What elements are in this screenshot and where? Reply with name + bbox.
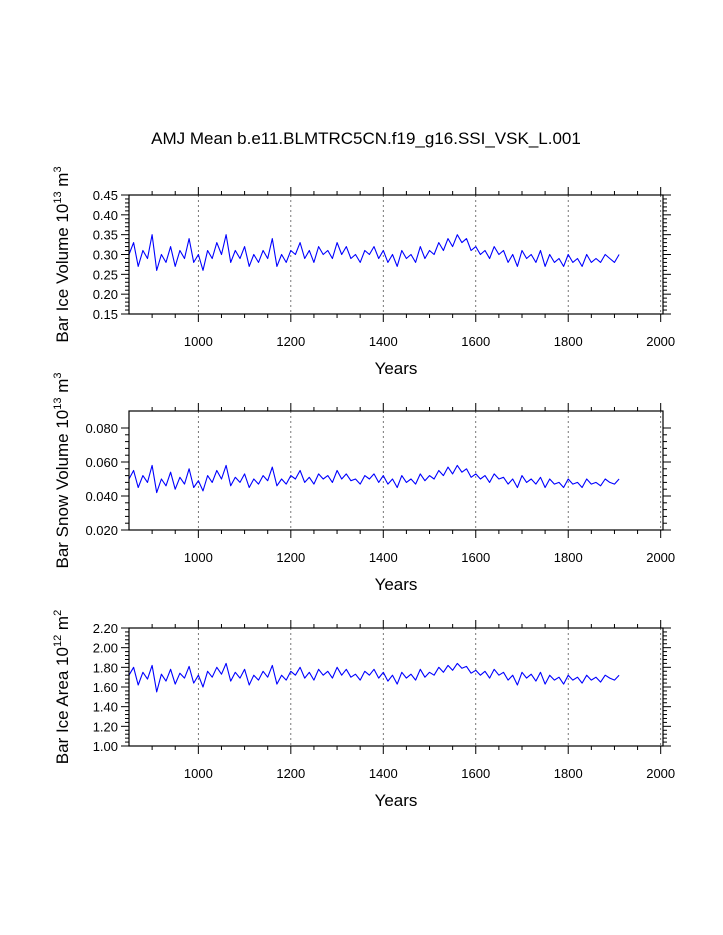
series-line [128,464,620,494]
y-axis-title: Bar Ice Area 1012 m2 [52,610,72,764]
x-axis-title: Years [375,359,418,378]
x-tick-label: 1800 [554,550,583,565]
x-tick-label: 2000 [646,334,675,349]
y-tick-label: 0.35 [93,228,118,243]
y-tick-label: 0.20 [93,287,118,302]
plot-frame [128,194,664,315]
x-tick-label: 2000 [646,766,675,781]
x-axis-title: Years [375,575,418,594]
x-tick-label: 1000 [184,550,213,565]
x-tick-label: 1600 [461,550,490,565]
y-tick-label: 0.45 [93,188,118,203]
y-tick-label: 0.15 [93,307,118,322]
x-tick-label: 1000 [184,766,213,781]
series-line [128,234,620,271]
y-tick-label: 1.80 [93,660,118,675]
x-axis-title: Years [375,791,418,810]
x-tick-label: 2000 [646,550,675,565]
chart-panels: 1000 1200 1400 1600 1800 2000 0.15 0.20 0.25 0.30… [52,166,675,810]
panel-snow-volume: 1000 1200 1400 1600 1800 2000 0.020 0.040 0.060 0… [52,372,675,594]
y-tick-label: 0.30 [93,248,118,263]
y-tick-label: 0.020 [85,523,118,538]
x-tick-label: 1600 [461,766,490,781]
x-tick-label: 1000 [184,334,213,349]
plot-frame [128,627,664,747]
panel-ice-volume: 1000 1200 1400 1600 1800 2000 0.15 0.20 0.25 0.30… [52,166,675,378]
y-axis-title: Bar Snow Volume 1013 m3 [52,372,72,568]
x-tick-label: 1200 [276,766,305,781]
y-tick-label: 1.40 [93,700,118,715]
x-tick-label: 1200 [276,550,305,565]
chart-title: AMJ Mean b.e11.BLMTRC5CN.f19_g16.SSI_VSK… [151,129,581,148]
y-tick-label: 0.40 [93,208,118,223]
y-tick-label: 0.060 [85,455,118,470]
x-tick-label: 1400 [369,550,398,565]
y-tick-label: 1.60 [93,680,118,695]
y-tick-label: 2.00 [93,641,118,656]
x-tick-label: 1400 [369,766,398,781]
x-tick-label: 1200 [276,334,305,349]
plot-frame [128,410,664,531]
y-tick-label: 2.20 [93,621,118,636]
x-tick-label: 1600 [461,334,490,349]
y-tick-label: 0.080 [85,421,118,436]
y-tick-label: 0.040 [85,489,118,504]
y-axis-title: Bar Ice Volume 1013 m3 [52,166,72,342]
series-line [128,662,620,693]
x-tick-label: 1800 [554,766,583,781]
panel-ice-area: 1000 1200 1400 1600 1800 2000 1.00 1.20 1.40 1.60… [52,610,675,810]
y-tick-label: 1.20 [93,719,118,734]
x-tick-label: 1800 [554,334,583,349]
y-tick-label: 0.25 [93,267,118,282]
x-tick-label: 1400 [369,334,398,349]
y-tick-label: 1.00 [93,739,118,754]
